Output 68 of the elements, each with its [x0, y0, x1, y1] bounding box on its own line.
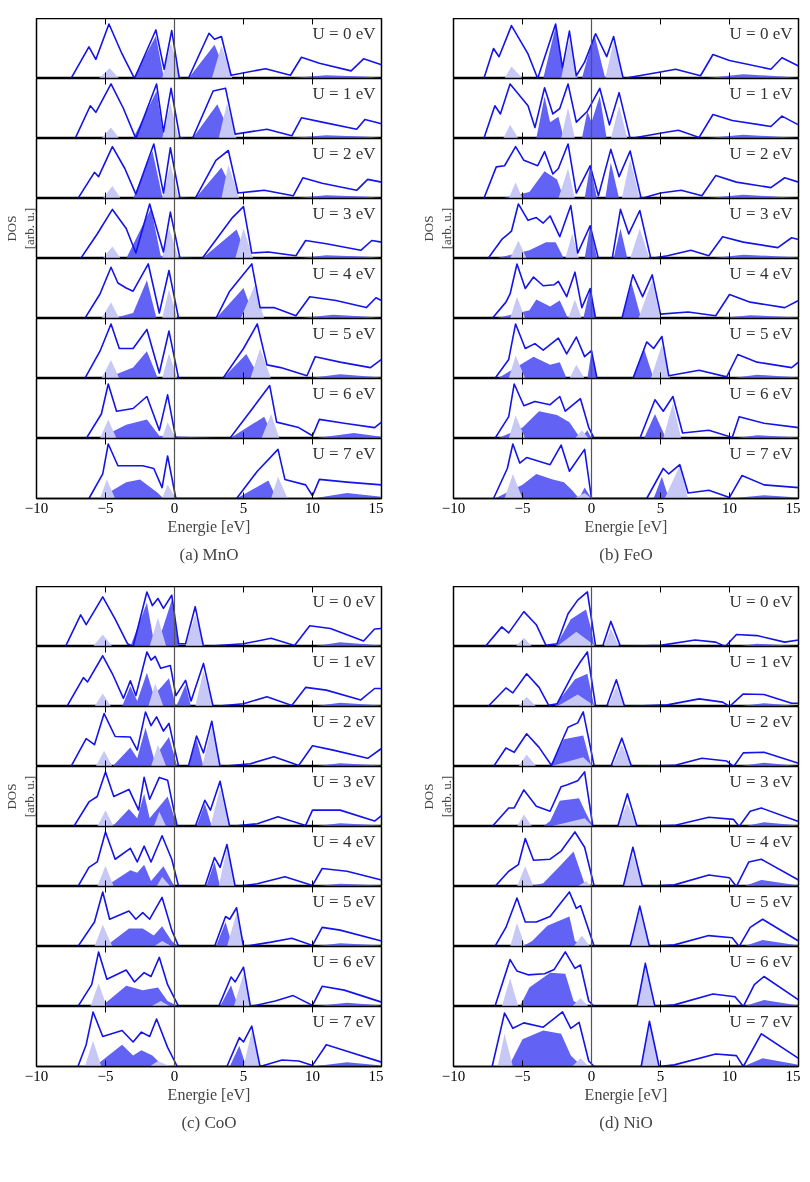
- y-axis-title: DOS [arb. u.]: [3, 775, 37, 818]
- x-axis-title: Energie [eV]: [584, 1085, 668, 1104]
- x-tick-label: 10: [722, 1067, 737, 1084]
- x-axis-title: Energie [eV]: [167, 517, 251, 536]
- x-tick-label: 10: [722, 499, 737, 516]
- x-tick-label: 15: [785, 1067, 801, 1084]
- text: (c) CoO: [181, 1112, 237, 1132]
- text: (a) MnO: [179, 544, 239, 564]
- x-tick-label: 0: [170, 499, 179, 516]
- annotation: U = 3 eV: [312, 203, 377, 223]
- annotation: U = 2 eV: [729, 143, 794, 163]
- annotation: U = 2 eV: [312, 143, 377, 163]
- x-tick-label: −5: [514, 1067, 531, 1084]
- annotation: U = 4 eV: [729, 831, 794, 851]
- text: (d) NiO: [599, 1112, 653, 1132]
- annotation: U = 5 eV: [729, 323, 794, 343]
- x-tick-label: −10: [441, 1067, 466, 1084]
- x-tick-label: 0: [587, 1067, 596, 1084]
- x-tick-label: 15: [368, 1067, 384, 1084]
- x-tick-label: 15: [785, 499, 801, 516]
- annotation: U = 0 eV: [729, 23, 794, 43]
- y-axis-title: DOS [arb. u.]: [420, 207, 454, 250]
- annotation: U = 2 eV: [312, 711, 377, 731]
- x-tick-label: −10: [24, 499, 49, 516]
- annotation: U = 7 eV: [312, 443, 377, 463]
- x-tick-label: 5: [239, 1067, 248, 1084]
- annotation: U = 7 eV: [729, 443, 794, 463]
- x-tick-label: 10: [305, 499, 320, 516]
- y-axis-title: DOS [arb. u.]: [3, 207, 37, 250]
- annotation: U = 6 eV: [729, 383, 794, 403]
- x-tick-label: 10: [305, 1067, 320, 1084]
- annotation: U = 4 eV: [729, 263, 794, 283]
- annotation: U = 0 eV: [312, 591, 377, 611]
- x-tick-label: 5: [656, 1067, 665, 1084]
- annotation: U = 3 eV: [312, 771, 377, 791]
- annotation: U = 7 eV: [729, 1011, 794, 1031]
- annotation: U = 1 eV: [312, 83, 377, 103]
- x-tick-label: −10: [441, 499, 466, 516]
- text: (b) FeO: [599, 544, 653, 564]
- x-tick-label: 5: [239, 499, 248, 516]
- annotation: U = 4 eV: [312, 831, 377, 851]
- annotation: U = 7 eV: [312, 1011, 377, 1031]
- annotation: U = 0 eV: [729, 591, 794, 611]
- x-tick-label: −5: [97, 1067, 114, 1084]
- annotation: U = 5 eV: [729, 891, 794, 911]
- annotation: U = 6 eV: [312, 951, 377, 971]
- x-axis-title: Energie [eV]: [167, 1085, 251, 1104]
- x-tick-label: 5: [656, 499, 665, 516]
- x-axis-title: Energie [eV]: [584, 517, 668, 536]
- annotation: U = 3 eV: [729, 203, 794, 223]
- annotation: U = 1 eV: [312, 651, 377, 671]
- x-tick-label: −10: [24, 1067, 49, 1084]
- annotation: U = 1 eV: [729, 651, 794, 671]
- x-tick-label: 0: [170, 1067, 179, 1084]
- annotation: U = 5 eV: [312, 891, 377, 911]
- annotation: U = 6 eV: [312, 383, 377, 403]
- x-tick-label: −5: [514, 499, 531, 516]
- x-tick-label: 15: [368, 499, 384, 516]
- x-tick-label: 0: [587, 499, 596, 516]
- annotation: U = 4 eV: [312, 263, 377, 283]
- annotation: U = 6 eV: [729, 951, 794, 971]
- annotation: U = 3 eV: [729, 771, 794, 791]
- y-axis-title: DOS [arb. u.]: [420, 775, 454, 818]
- annotation: U = 2 eV: [729, 711, 794, 731]
- annotation: U = 1 eV: [729, 83, 794, 103]
- x-tick-label: −5: [97, 499, 114, 516]
- annotation: U = 5 eV: [312, 323, 377, 343]
- annotation: U = 0 eV: [312, 23, 377, 43]
